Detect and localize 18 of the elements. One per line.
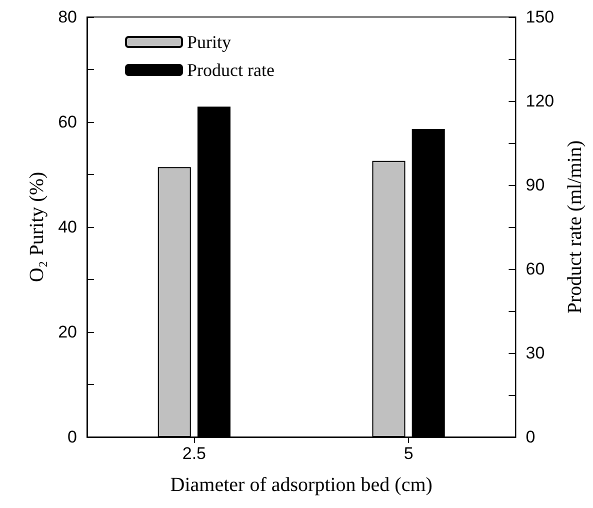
y2-tick-label: 60: [526, 260, 545, 278]
x-tick-label: 5: [404, 444, 414, 463]
x-axis-title: Diameter of adsorption bed (cm): [170, 474, 432, 496]
y2-tick-label: 150: [526, 8, 554, 26]
y-tick-label: 80: [58, 8, 77, 26]
y-tick-label: 0: [68, 428, 77, 446]
y-tick-label: 60: [58, 112, 77, 132]
y-axis-title: O₂ Purity (%): [26, 172, 48, 282]
y2-tick-label: 30: [526, 344, 545, 362]
legend-label: Product rate: [187, 60, 274, 80]
legend-label: Purity: [187, 32, 232, 52]
y2-tick-label: 120: [526, 92, 554, 110]
y2-axis-title: Product rate (ml/min): [564, 140, 586, 314]
y2-tick-label: 90: [526, 176, 545, 194]
y-tick-label: 20: [58, 322, 77, 342]
y-tick-label: 40: [58, 218, 77, 236]
x-tick-label: 2.5: [182, 444, 206, 463]
y2-tick-label: 0: [526, 428, 536, 446]
